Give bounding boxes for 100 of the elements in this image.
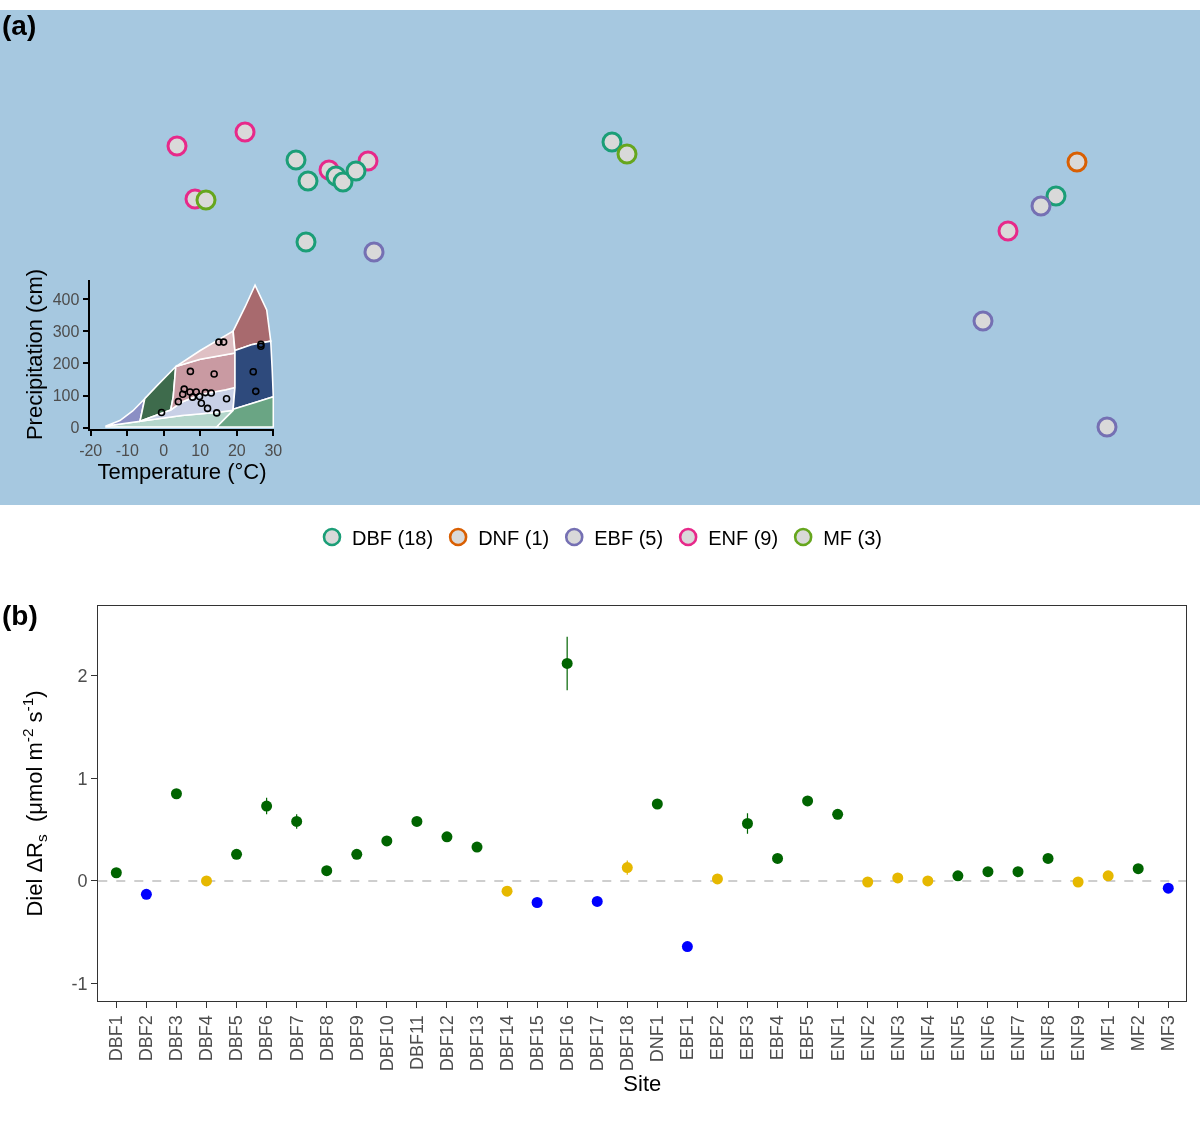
point [321, 865, 333, 877]
x-tick-label: DBF16 [557, 1015, 578, 1072]
x-tick-label: MF3 [1158, 1015, 1179, 1052]
y-axis-title: Precipitation (cm) [22, 268, 47, 441]
point [186, 367, 195, 376]
point [207, 389, 216, 397]
point [157, 408, 166, 417]
point [531, 897, 543, 909]
point [231, 848, 243, 860]
x-tick-label: MF2 [1128, 1015, 1149, 1052]
x-axis-title: Temperature (°C) [97, 458, 267, 484]
point [561, 657, 573, 669]
legend-label: ENF (9) [708, 526, 779, 549]
point [1072, 876, 1084, 888]
x-tick-label: EBF1 [677, 1015, 698, 1061]
y-tick-label: 1 [77, 768, 88, 789]
x-tick-label: DBF3 [166, 1015, 187, 1062]
x-tick-label: ENF1 [827, 1015, 848, 1062]
point [192, 388, 201, 396]
legend-label: DBF (18) [352, 526, 434, 549]
x-tick-label: DBF17 [587, 1015, 608, 1072]
point [201, 388, 210, 397]
y-tick-label: 0 [70, 419, 80, 437]
point [140, 888, 152, 900]
x-tick-label: EBF2 [707, 1015, 728, 1061]
y-tick-label: 100 [52, 387, 80, 405]
point [1042, 852, 1054, 864]
x-tick-label: -10 [115, 441, 139, 459]
x-tick-label: MF1 [1098, 1015, 1119, 1052]
y-tick-label: 400 [52, 290, 80, 308]
point [222, 394, 231, 403]
point [832, 808, 844, 820]
point [180, 385, 188, 393]
x-tick-label: EBF4 [767, 1015, 788, 1061]
point [501, 885, 513, 897]
x-tick-label: ENF9 [1067, 1015, 1088, 1062]
point [1132, 863, 1144, 875]
point [110, 867, 122, 879]
point [471, 841, 483, 853]
point [212, 409, 221, 417]
point [922, 875, 934, 887]
point [711, 873, 723, 885]
point [1102, 870, 1114, 882]
x-tick-label: DBF5 [226, 1015, 247, 1062]
legend-label: EBF (5) [594, 526, 664, 549]
point [186, 388, 194, 396]
x-tick-label: DBF2 [136, 1015, 157, 1062]
point [261, 800, 273, 812]
x-tick-label: DBF15 [526, 1015, 547, 1072]
point [982, 866, 994, 878]
y-tick-label: -1 [71, 973, 88, 994]
point [201, 875, 212, 887]
x-tick-label: DBF11 [406, 1015, 427, 1071]
x-tick-label: DBF8 [316, 1015, 337, 1062]
x-tick-label: ENF8 [1037, 1015, 1058, 1062]
point [219, 338, 228, 346]
x-tick-label: 30 [264, 441, 283, 459]
point [197, 399, 206, 408]
point [174, 397, 183, 406]
x-tick-label: DBF13 [466, 1015, 487, 1072]
x-tick-label: ENF4 [917, 1015, 938, 1062]
point [681, 941, 693, 953]
x-tick-label: ENF6 [977, 1015, 998, 1062]
x-tick-label: DBF1 [106, 1015, 127, 1062]
point [1012, 866, 1024, 878]
legend-label: MF (3) [823, 526, 883, 549]
point [862, 876, 874, 888]
x-tick-label: DBF18 [617, 1015, 638, 1072]
x-tick-label: DBF12 [436, 1015, 457, 1072]
point [195, 392, 204, 401]
y-tick-label: 300 [52, 322, 80, 340]
point [203, 404, 212, 413]
x-tick-label: 0 [159, 441, 169, 459]
point [210, 370, 218, 378]
point [215, 338, 223, 346]
x-tick-label: DBF9 [346, 1015, 367, 1062]
point [1162, 882, 1174, 894]
x-tick-label: EBF5 [797, 1015, 818, 1061]
point [178, 390, 187, 399]
point [411, 815, 423, 827]
x-axis-title: Site [623, 1071, 662, 1097]
x-tick-label: DNF1 [647, 1015, 668, 1063]
point [441, 831, 453, 843]
x-tick-label: DBF7 [286, 1015, 307, 1062]
point [351, 848, 363, 860]
point [188, 393, 197, 401]
point [651, 798, 663, 810]
point [772, 852, 784, 864]
x-tick-label: DBF10 [376, 1015, 397, 1072]
x-tick-label: -20 [79, 441, 103, 459]
x-tick-label: EBF3 [737, 1015, 758, 1061]
x-tick-label: DBF14 [496, 1015, 517, 1072]
x-tick-label: 20 [227, 441, 246, 459]
point [952, 870, 964, 882]
x-tick-label: ENF2 [857, 1015, 878, 1062]
x-tick-label: ENF5 [947, 1015, 968, 1062]
point [249, 367, 258, 376]
x-tick-label: DBF4 [196, 1015, 217, 1062]
text: (a) [2, 10, 37, 41]
y-tick-label: 2 [77, 666, 88, 687]
